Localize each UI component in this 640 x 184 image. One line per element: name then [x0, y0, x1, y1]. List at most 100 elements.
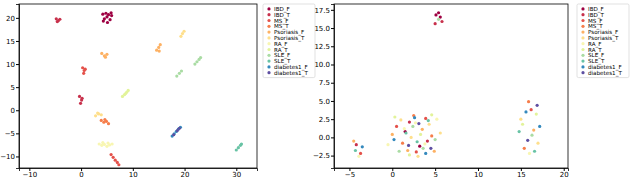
point [107, 122, 110, 125]
y-tick-label: 5.0 [319, 98, 330, 106]
x-tick: 30 [232, 168, 241, 179]
point [94, 114, 97, 117]
legend-label: diabetes1_T [274, 70, 308, 77]
legend-marker [267, 7, 270, 10]
legend-marker [581, 36, 584, 39]
point [527, 100, 530, 103]
series [81, 66, 120, 166]
series [352, 128, 535, 153]
series [55, 17, 84, 105]
series [361, 110, 542, 155]
y-tick-label: 15 [6, 38, 15, 46]
point [518, 130, 521, 133]
point [399, 118, 402, 121]
point [101, 141, 104, 144]
point [104, 56, 107, 59]
point [354, 149, 357, 152]
y-tick: 20 [6, 15, 19, 23]
legend-marker [581, 60, 584, 63]
series [355, 20, 444, 146]
point [393, 115, 396, 118]
point [417, 122, 420, 125]
point [96, 111, 99, 114]
legend-label: diabetes1_T [588, 70, 622, 77]
series [398, 18, 534, 153]
point [437, 18, 440, 21]
y-tick-label: 20 [6, 15, 15, 23]
x-tick-label: 0 [79, 171, 83, 179]
point [536, 142, 539, 145]
y-tick-mark [331, 101, 334, 102]
point [199, 56, 202, 59]
point [102, 19, 105, 22]
point [401, 142, 404, 145]
y-tick-label: 0 [11, 107, 15, 115]
y-tick: 12.5 [314, 43, 334, 51]
point [110, 14, 113, 17]
point [424, 152, 427, 155]
x-tick: 20 [560, 168, 569, 179]
legend-marker [581, 7, 584, 10]
y-axis-line [16, 5, 20, 169]
point [411, 125, 414, 128]
y-tick: 5 [11, 84, 19, 92]
series [101, 11, 113, 24]
point [418, 145, 421, 148]
legend-frame [577, 4, 629, 78]
point [179, 35, 182, 38]
x-tick-label: 10 [129, 171, 138, 179]
y-tick: −2.5 [313, 152, 334, 160]
legend-marker [581, 13, 584, 16]
series [393, 112, 538, 156]
point [78, 95, 81, 98]
point [240, 142, 243, 145]
point [530, 134, 533, 137]
series [357, 118, 531, 158]
point [159, 43, 162, 46]
x-tick-label: 10 [474, 171, 483, 179]
point [538, 125, 541, 128]
y-tick: −10 [0, 153, 19, 161]
legend-marker [267, 65, 270, 68]
point [395, 125, 398, 128]
point [416, 140, 419, 143]
x-tick-label: 30 [232, 171, 241, 179]
series [401, 100, 530, 150]
point [429, 147, 432, 150]
y-tick-label: 7.5 [319, 79, 330, 87]
y-tick-mark [331, 64, 334, 65]
point [434, 138, 437, 141]
x-tick-label: −10 [22, 171, 37, 179]
y-tick: 5.0 [319, 98, 334, 106]
point [426, 139, 429, 142]
x-tick: −10 [22, 168, 37, 179]
point [524, 110, 527, 113]
series [354, 119, 536, 153]
y-tick-mark [16, 41, 19, 42]
legend-marker [581, 30, 584, 33]
point [58, 18, 61, 21]
y-tick-mark [16, 156, 19, 157]
x-tick: 5 [433, 168, 437, 179]
y-tick-mark [16, 133, 19, 134]
legend-marker [267, 25, 270, 28]
legend-marker [581, 25, 584, 28]
y-tick-mark [16, 18, 19, 19]
series [359, 108, 533, 155]
point [404, 131, 407, 134]
y-tick-mark [331, 156, 334, 157]
x-tick-label: 20 [560, 171, 569, 179]
plot-frame [334, 4, 568, 168]
point [100, 52, 103, 55]
point [182, 30, 185, 33]
point [109, 153, 112, 156]
x-tick-label: 15 [517, 171, 526, 179]
legend-marker [581, 54, 584, 57]
series [404, 11, 442, 148]
legend: IBD_FIBD_TMS_FMS_TPsoriasis_FPsoriasis_T… [263, 4, 315, 78]
point [408, 153, 411, 156]
point [523, 147, 526, 150]
point [433, 150, 436, 153]
y-tick: 0 [11, 107, 19, 115]
point [84, 68, 87, 71]
